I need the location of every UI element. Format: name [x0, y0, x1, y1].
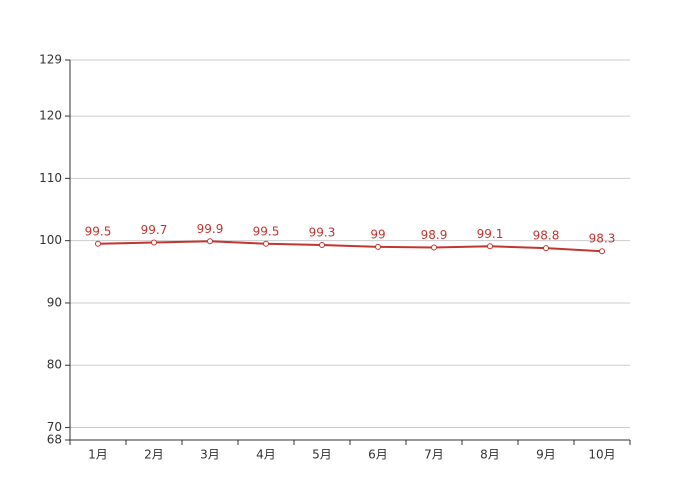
- x-tick-label: 3月: [200, 448, 220, 462]
- x-tick-label: 6月: [368, 448, 388, 462]
- value-label: 99.5: [253, 224, 280, 238]
- point: [431, 244, 437, 251]
- y-tick-label: 100: [39, 233, 62, 247]
- value-label: 99.3: [309, 226, 336, 240]
- y-tick-label: 68: [47, 433, 62, 447]
- y-tick-label: 129: [39, 53, 62, 67]
- point: [95, 240, 101, 247]
- value-label: 99.9: [197, 222, 224, 236]
- y-tick-label: 120: [39, 109, 62, 123]
- point: [263, 240, 269, 247]
- x-tick-label: 5月: [312, 448, 332, 462]
- x-tick-label: 10月: [588, 448, 615, 462]
- x-tick-label: 7月: [424, 448, 444, 462]
- point: [543, 245, 549, 252]
- line: [97, 240, 603, 253]
- point: [375, 243, 381, 250]
- value-label: 99.1: [477, 227, 504, 241]
- point: [487, 243, 493, 250]
- value-label: 98.8: [533, 229, 560, 243]
- value-label: 99: [370, 227, 385, 241]
- x-tick-label: 8月: [480, 448, 500, 462]
- x-tick-label: 2月: [144, 448, 164, 462]
- point: [151, 239, 157, 246]
- value-label: 98.9: [421, 228, 448, 242]
- y-tick-label: 80: [47, 358, 62, 372]
- point: [599, 248, 605, 255]
- value-label: 98.3: [589, 232, 616, 246]
- point: [207, 238, 213, 245]
- x-tick-label: 1月: [88, 448, 108, 462]
- value-label: 99.5: [85, 224, 112, 238]
- value-label: 99.7: [141, 223, 168, 237]
- x-tick-label: 9月: [536, 448, 556, 462]
- y-tick-label: 70: [47, 420, 62, 434]
- x-tick-label: 4月: [256, 448, 276, 462]
- point: [319, 242, 325, 249]
- y-tick-label: 110: [39, 171, 62, 185]
- y-tick-label: 90: [47, 295, 62, 309]
